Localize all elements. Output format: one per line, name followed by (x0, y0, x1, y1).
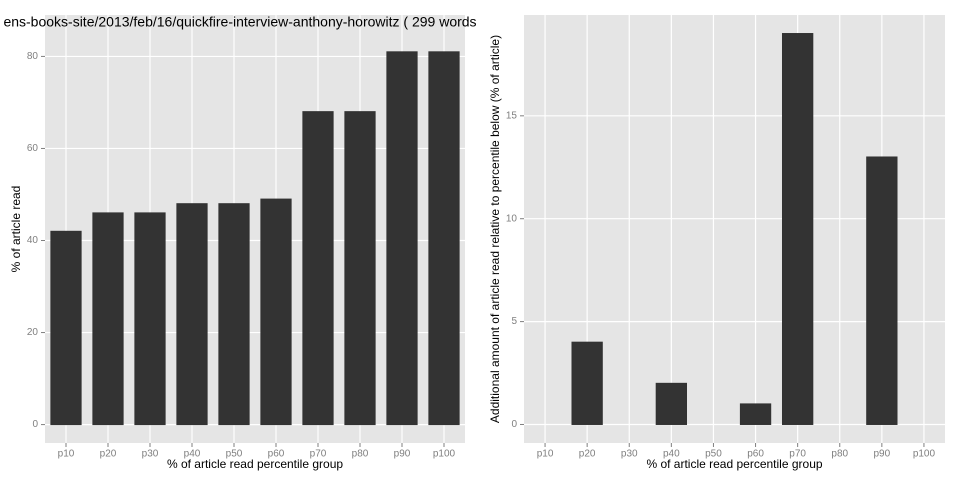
bar (302, 111, 334, 426)
x-tick-label: p10 (58, 449, 75, 460)
bar (781, 33, 814, 425)
y-axis-label: % of article read (9, 186, 23, 273)
x-tick-label: p70 (789, 449, 806, 460)
bar (50, 230, 82, 426)
y-tick-label: 20 (27, 327, 39, 338)
y-tick-label: 15 (506, 110, 518, 121)
chart-title: ens-books-site/2013/feb/16/quickfire-int… (3, 14, 476, 30)
x-tick-label: p100 (913, 449, 936, 460)
x-tick-label: p10 (537, 449, 554, 460)
bar (92, 212, 124, 426)
y-tick-label: 0 (32, 419, 38, 430)
bar (386, 51, 418, 426)
x-tick-label: p40 (663, 449, 680, 460)
y-tick-label: 5 (511, 316, 517, 327)
x-tick-label: p70 (310, 449, 327, 460)
x-tick-label: p60 (747, 449, 764, 460)
x-tick-label: p30 (621, 449, 638, 460)
bar (866, 156, 898, 425)
bar (260, 198, 292, 426)
x-tick-label: p60 (268, 449, 285, 460)
x-axis-label: % of article read percentile group (167, 457, 343, 471)
bar (571, 341, 603, 425)
y-tick-label: 10 (506, 213, 518, 224)
x-tick-label: p90 (874, 449, 891, 460)
x-tick-label: p30 (142, 449, 159, 460)
x-tick-label: p50 (226, 449, 243, 460)
x-axis-label: % of article read percentile group (646, 457, 822, 471)
x-tick-label: p20 (579, 449, 596, 460)
bar (428, 51, 460, 426)
bar (655, 382, 688, 425)
y-tick-label: 60 (27, 143, 39, 154)
y-tick-label: 80 (27, 51, 39, 62)
bar (218, 203, 250, 426)
y-tick-label: 40 (27, 235, 39, 246)
bar (134, 212, 166, 426)
x-tick-label: p20 (100, 449, 117, 460)
y-axis-label: Additional amount of article read relati… (488, 35, 502, 423)
bar (176, 203, 208, 426)
x-tick-label: p90 (394, 449, 411, 460)
y-tick-label: 0 (511, 419, 517, 430)
x-tick-label: p40 (184, 449, 201, 460)
x-tick-label: p80 (831, 449, 848, 460)
bar (739, 403, 772, 425)
x-tick-label: p100 (433, 449, 456, 460)
x-tick-label: p80 (352, 449, 369, 460)
x-tick-label: p50 (705, 449, 722, 460)
bar (344, 111, 376, 426)
